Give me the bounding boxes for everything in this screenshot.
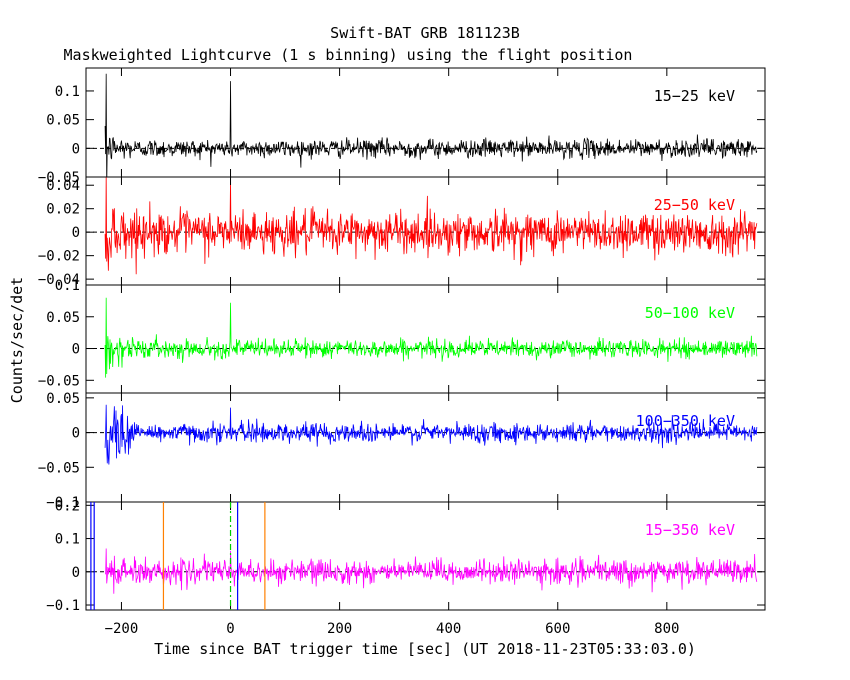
y-tick-label: 0.04 (46, 178, 80, 194)
panel-band-label: 100−350 keV (636, 412, 735, 430)
x-tick-label: 200 (327, 621, 352, 637)
panels-group: −0.05 0 0.05 0.1 15−25 keV −0.04 −0.02 0 0.02 0.0… (38, 67, 766, 614)
panel-band-label: 50−100 keV (645, 304, 735, 322)
panel-3: −0.05 0 0.05 0.1 50−100 keV (38, 278, 766, 394)
panel-frame (85, 392, 766, 503)
y-tick-label: 0 (72, 141, 80, 157)
y-tick-label: −0.05 (38, 460, 80, 476)
x-tick-label: 0 (226, 621, 234, 637)
panel-band-label: 25−50 keV (654, 196, 735, 214)
panel-frame (85, 284, 766, 394)
x-tick-label: 600 (545, 621, 570, 637)
series-line-3 (104, 297, 758, 378)
y-tick-label: −0.05 (38, 170, 80, 186)
y-tick-label: −0.1 (46, 495, 80, 511)
x-tick-label: 800 (654, 621, 679, 637)
y-tick-label: 0 (72, 342, 80, 358)
panel-band-label: 15−350 keV (645, 521, 735, 539)
x-tick-label: 400 (436, 621, 461, 637)
y-tick-label: 0.05 (46, 113, 80, 129)
y-tick-label: 0.1 (55, 278, 80, 294)
y-tick-label: 0.1 (55, 532, 80, 548)
y-tick-label: 0 (72, 225, 80, 241)
y-tick-label: 0.05 (46, 391, 80, 407)
y-tick-label: 0.2 (55, 498, 80, 514)
y-tick-label: 0 (72, 565, 80, 581)
panel-frame (85, 67, 766, 178)
y-tick-label: 0 (72, 426, 80, 442)
panel-band-label: 15−25 keV (654, 87, 735, 105)
y-tick-label: −0.05 (38, 373, 80, 389)
chart-subtitle: Maskweighted Lightcurve (1 s binning) us… (64, 46, 633, 64)
y-tick-label: 0.05 (46, 310, 80, 326)
y-axis-label: Counts/sec/det (8, 277, 26, 403)
x-tick-label: −200 (105, 621, 139, 637)
panel-2: −0.04 −0.02 0 0.02 0.04 25−50 keV (38, 176, 766, 288)
y-tick-label: 0.02 (46, 202, 80, 218)
panel-4: −0.1 −0.05 0 0.05 100−350 keV (38, 391, 766, 511)
panel-5: −0.1 0 0.1 0.2 15−350 keV (46, 498, 766, 614)
series-line-5 (104, 548, 758, 594)
panel-frame (85, 501, 766, 611)
y-tick-label: −0.1 (46, 598, 80, 614)
y-tick-label: 0.1 (55, 84, 80, 100)
x-tick-labels: −200 0 200 400 600 800 (105, 621, 680, 637)
x-axis-label: Time since BAT trigger time [sec] (UT 20… (154, 640, 696, 658)
chart-title: Swift-BAT GRB 181123B (330, 24, 520, 42)
y-tick-label: −0.04 (38, 272, 80, 288)
series-line-4 (104, 404, 758, 465)
series-line-2 (104, 177, 758, 275)
y-tick-label: −0.02 (38, 249, 80, 265)
series-line-1 (104, 73, 758, 177)
panel-1: −0.05 0 0.05 0.1 15−25 keV (38, 67, 766, 186)
